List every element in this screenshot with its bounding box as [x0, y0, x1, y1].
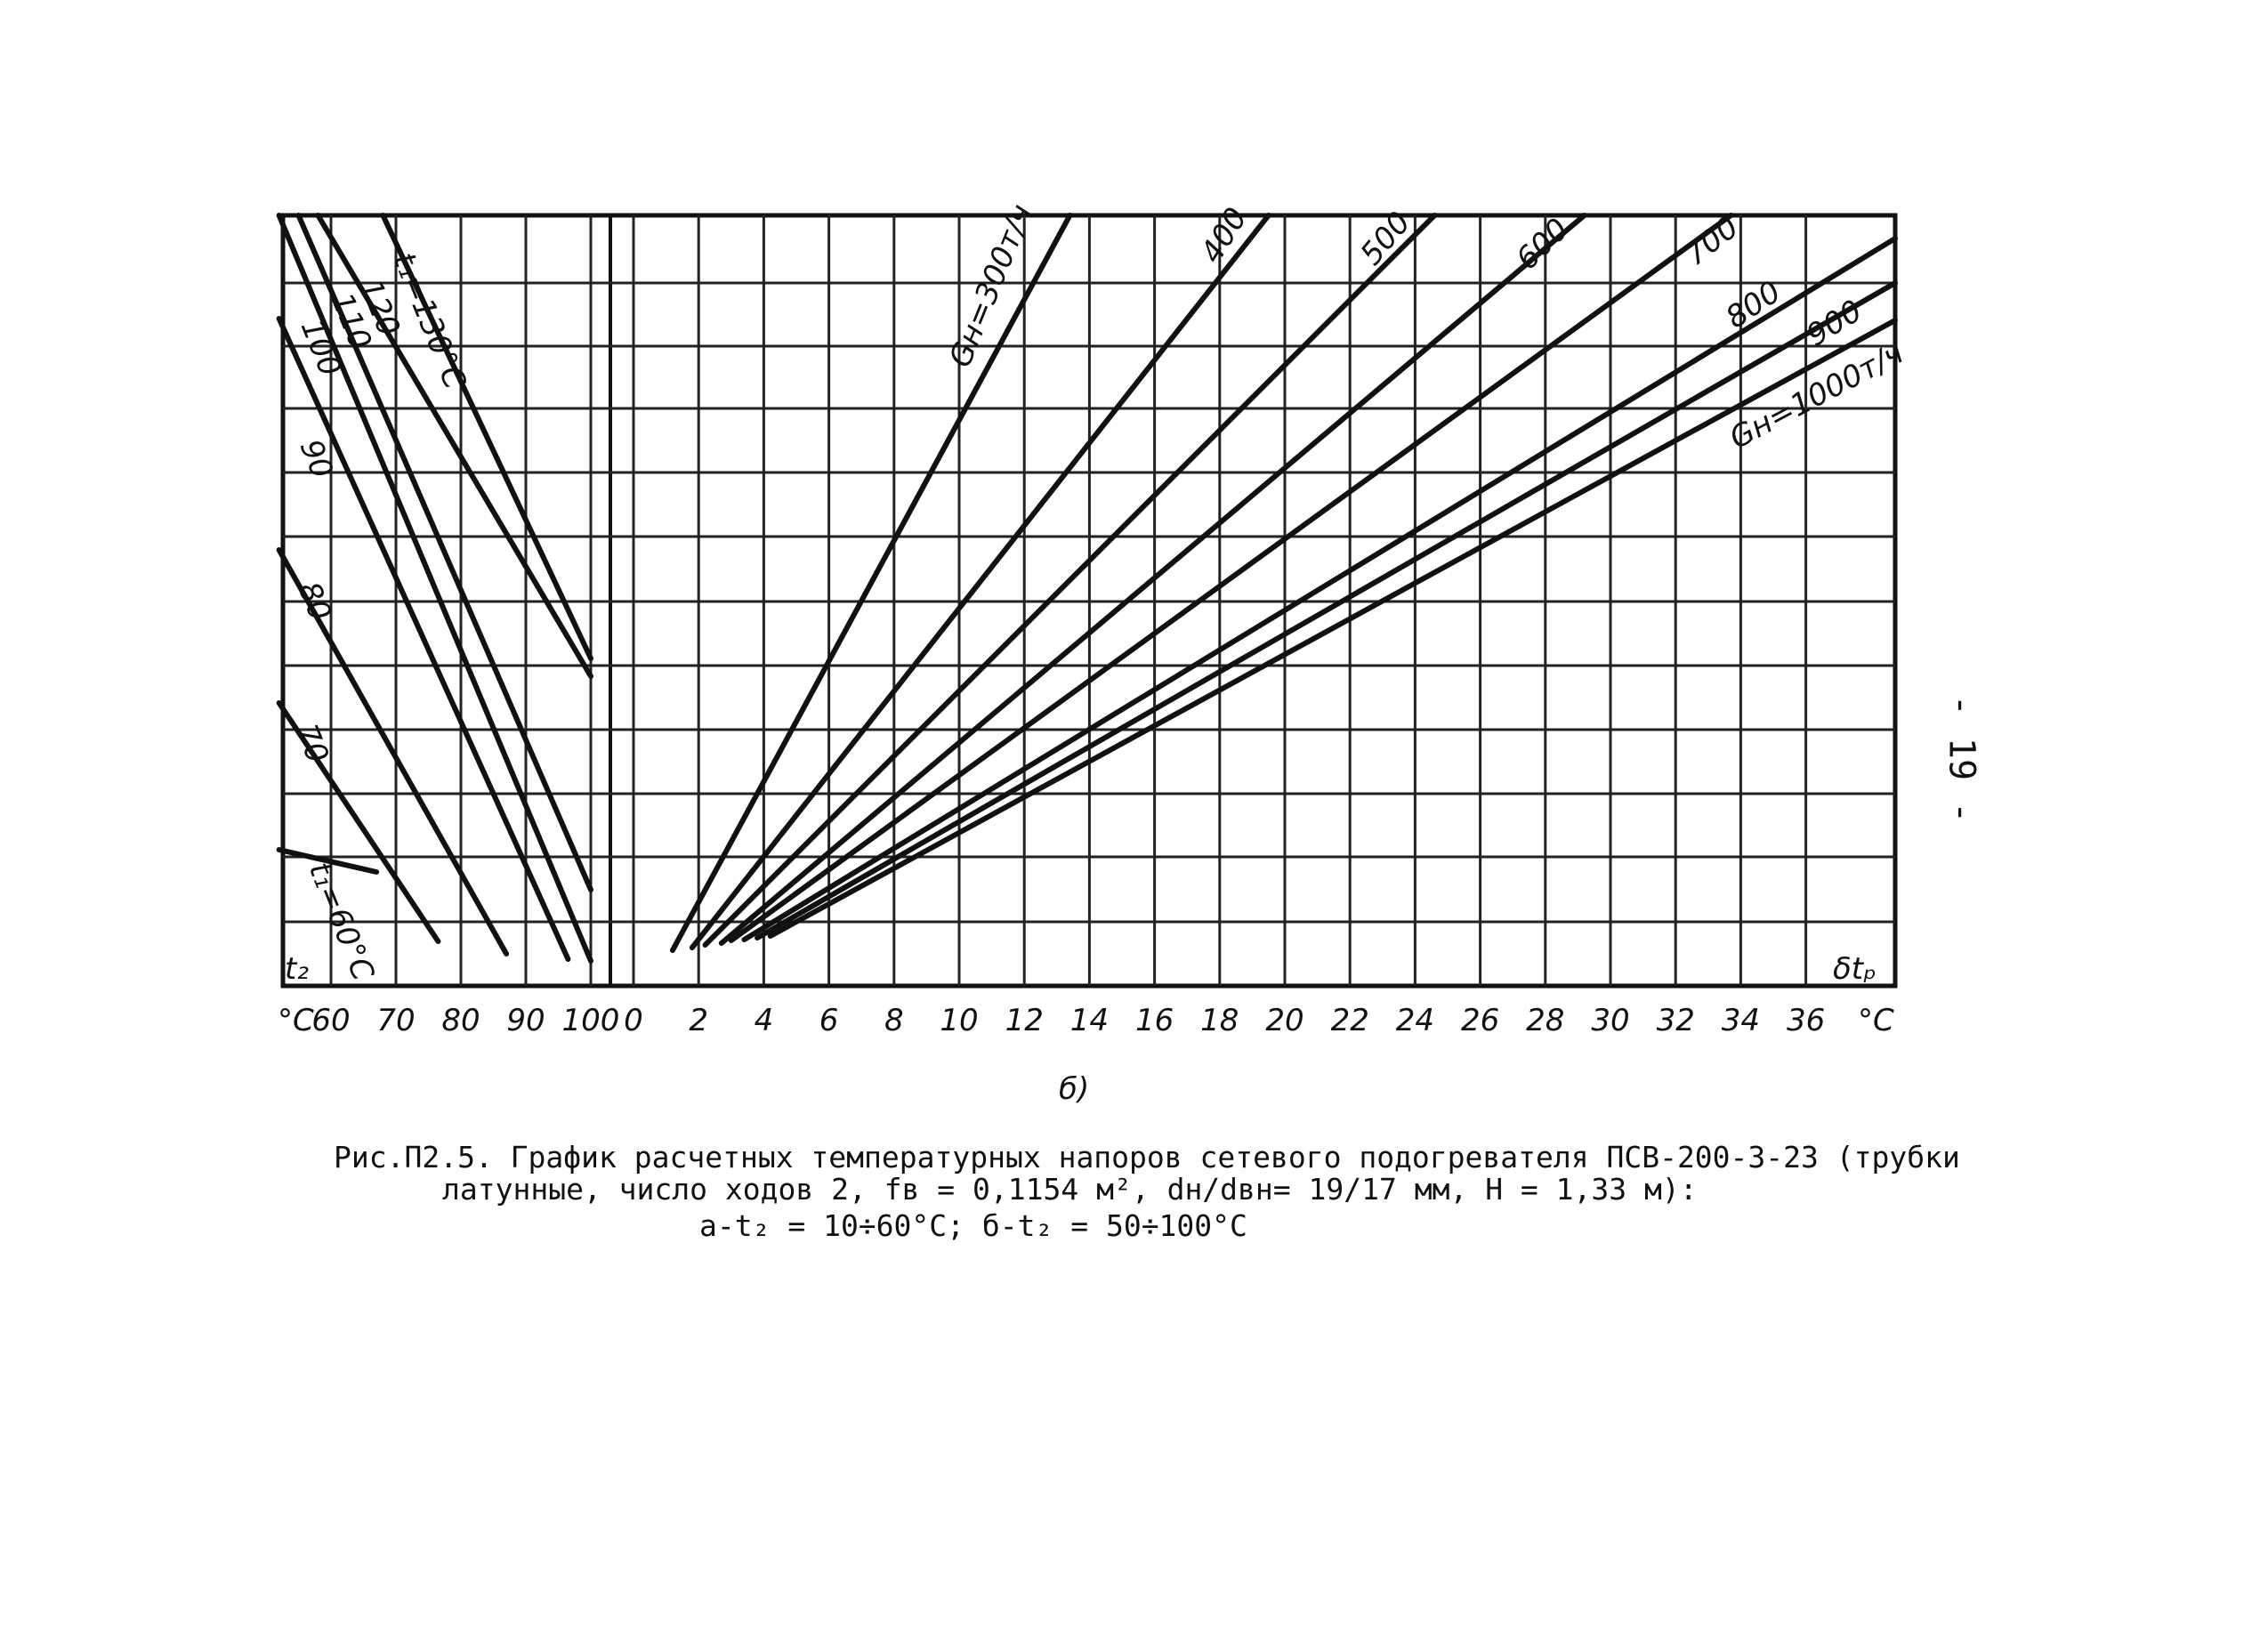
right-x-tick-label: 26: [1461, 1003, 1499, 1038]
flow-rate-line-label: 400: [1194, 202, 1255, 270]
right-x-tick-label: 0: [624, 1003, 643, 1038]
right-x-tick-label: 32: [1657, 1003, 1695, 1038]
right-x-tick-label: 24: [1396, 1003, 1434, 1038]
left-x-tick-label: 90: [506, 1003, 545, 1038]
figure-caption-line-1: Рис.П2.5. График расчетных температурных…: [334, 1140, 1960, 1175]
flow-rate-line-label: Gн=1000т/ч: [1723, 335, 1909, 456]
t1-curve: [276, 700, 441, 944]
flow-rate-line: [702, 213, 1438, 948]
chart-grid: [280, 213, 1898, 989]
right-x-tick-label: 20: [1265, 1003, 1303, 1038]
flow-rate-line: [741, 236, 1898, 942]
right-x-tick-label: 12: [1005, 1003, 1044, 1038]
chart-labels: 60 70 80 90 100 0 2 4 6 8 10 12 14 16 18 20 22 24 26 28 30 32…: [288, 199, 1909, 1038]
flow-rate-line: [718, 213, 1587, 946]
flow-rate-line: [689, 213, 1271, 950]
t1-curve: [276, 213, 593, 964]
flow-rate-line: [669, 213, 1073, 953]
right-x-tick-label: 14: [1070, 1003, 1109, 1038]
left-x-tick-label: 100: [562, 1003, 620, 1038]
left-x-tick-label: 60: [311, 1003, 350, 1038]
right-x-tick-label: 10: [940, 1003, 978, 1038]
chart-curves: [276, 213, 1898, 964]
right-x-tick-label: 36: [1787, 1003, 1825, 1038]
page-number: - 19 -: [1941, 694, 1982, 824]
right-y-axis-label: δtₚ: [1833, 951, 1877, 987]
t1-curve: [315, 213, 593, 679]
flow-rate-line: [728, 213, 1734, 943]
t1-curve: [295, 213, 593, 892]
t1-curve: [380, 213, 593, 661]
right-x-tick-label: 28: [1526, 1003, 1564, 1038]
t1-curve: [276, 547, 510, 957]
right-x-tick-label: 34: [1722, 1003, 1760, 1038]
right-x-tick-label: 30: [1591, 1003, 1629, 1038]
left-x-unit-label: °C: [278, 1003, 314, 1038]
right-x-tick-label: 16: [1135, 1003, 1174, 1038]
t1-curve: [276, 316, 571, 962]
left-y-axis-label: t₂: [285, 951, 309, 987]
flow-rate-line: [755, 280, 1898, 941]
t1-curve: [276, 847, 380, 875]
left-x-tick-label: 80: [441, 1003, 480, 1038]
right-x-tick-label: 22: [1331, 1003, 1369, 1038]
right-x-tick-label: 2: [689, 1003, 708, 1038]
right-x-tick-label: 18: [1200, 1003, 1239, 1038]
left-x-tick-label: 70: [376, 1003, 415, 1038]
right-x-tick-label: 8: [884, 1003, 904, 1038]
figure-caption-line-2: латунные, число ходов 2, fв = 0,1154 м²,…: [442, 1172, 1698, 1207]
flow-rate-line-label: 700: [1678, 210, 1746, 273]
figure-caption-line-3: а-t₂ = 10÷60°С; б-t₂ = 50÷100°С: [699, 1208, 1247, 1243]
right-x-tick-label: 4: [755, 1003, 774, 1038]
figure-sub-label: б): [1059, 1071, 1089, 1107]
right-x-unit-label: °C: [1858, 1003, 1894, 1038]
flow-rate-line: [767, 318, 1898, 939]
right-x-tick-label: 6: [819, 1003, 839, 1038]
